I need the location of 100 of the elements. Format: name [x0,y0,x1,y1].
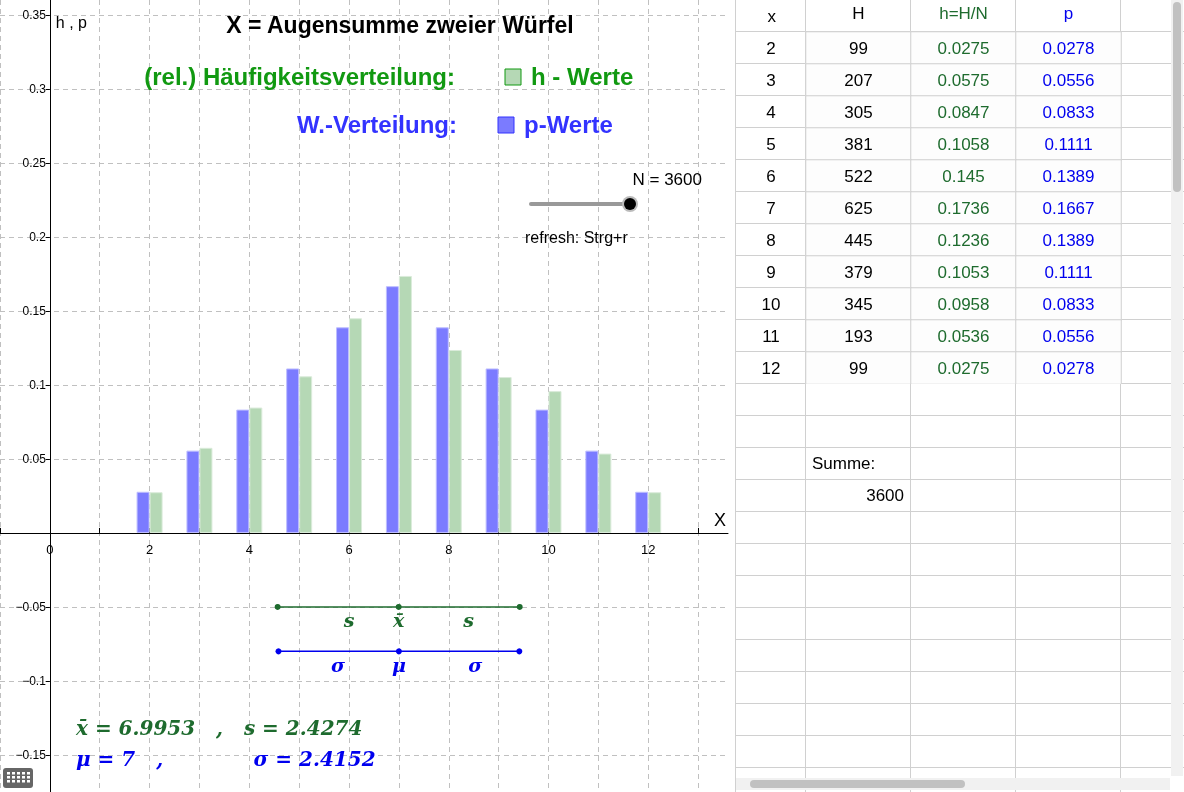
data-label: 0.0556 [1042,70,1095,90]
data-label: 99 [849,38,868,58]
bar [635,491,649,533]
bar [136,491,150,533]
data-label: 0.0275 [937,38,990,58]
data-label: 0.0833 [1042,294,1095,314]
data-label: 0.0278 [1042,38,1095,58]
x-tick-label: h=H/N [939,4,988,23]
data-label: 0.0536 [937,326,990,346]
annotation: σ [468,653,484,676]
y-tick-label: 0.35 [22,7,47,22]
y-tick-label: 3 [766,70,776,90]
annotation: μ = 7 , σ = 2.4152 [76,747,376,771]
y-tick-label: −0.05 [15,599,47,614]
data-label: 0.0275 [937,358,990,378]
y-tick-label: 0.2 [29,229,47,244]
annotation: (rel.) Häufigkeitsverteilung: [144,62,455,90]
bar [149,492,163,533]
data-label: 0.0575 [937,70,990,90]
data-label: 0.1736 [937,198,990,218]
y-tick-label: −0.1 [22,673,47,688]
data-label: 0.1389 [1042,230,1095,250]
x-tick-label: 2 [145,541,154,557]
data-label: 0.0278 [1042,358,1095,378]
data-label: 345 [844,294,873,314]
bar [398,275,412,533]
data-label: 0.145 [942,166,985,186]
bar [249,407,263,533]
y-tick-label: 2 [766,38,776,58]
annotation: x̄ = 6.9953 , s = 2.4274 [75,716,363,740]
bar [186,450,200,533]
bar [598,453,612,533]
data-label: 625 [844,198,873,218]
legend-label: p-Werte [524,110,613,138]
y-tick-label: −0.15 [15,747,47,762]
text: X = Augensumme zweier Würfel [226,11,574,38]
annotation: refresh: Strg+r [525,228,629,246]
data-label: 0.1236 [937,230,990,250]
x-tick-label: 6 [345,541,353,557]
data-label: 379 [844,262,873,282]
annotation: σ [331,653,347,676]
annotation: μ [391,653,406,676]
bar [485,368,499,533]
bar [585,450,599,533]
annotation: W.-Verteilung: [296,110,457,138]
data-label: 0.0556 [1042,326,1095,346]
data-label: 0.0847 [937,102,990,122]
y-tick-label: 0.15 [22,303,47,318]
text: Summe: [806,448,911,480]
data-label: 522 [844,166,873,186]
y-axis-title: x [767,6,777,26]
annotation: x̄ [392,609,406,632]
data-label: 99 [849,358,868,378]
data-label: 0.1053 [937,262,990,282]
data-label: 445 [844,230,873,250]
x-tick-label: 8 [445,541,453,557]
bar [199,447,213,533]
bar [535,409,549,533]
text: 3600 [806,480,911,512]
bar [299,376,313,533]
bar [498,377,512,533]
bar [236,409,250,533]
x-tick-label: 4 [245,541,253,557]
data-label: 207 [844,70,873,90]
x-axis-title: X [714,509,727,530]
y-tick-label: 0.1 [29,377,47,392]
bar [548,391,562,533]
annotation: s [342,609,355,632]
bar [385,286,399,533]
y-tick-label: 0.05 [22,451,47,466]
data-label: 305 [844,102,873,122]
data-label: 0.1058 [937,134,990,154]
bar [286,368,300,533]
bar [349,318,363,533]
annotation: s [462,609,475,632]
x-tick-label: p [1063,4,1074,23]
y-tick-label: 0.25 [22,155,47,170]
data-label: 193 [844,326,873,346]
legend-label: h - Werte [531,62,634,90]
data-label: 0.1111 [1044,262,1093,282]
x-tick-label: H [852,4,865,23]
data-label: 0.0833 [1042,102,1095,122]
y-tick-label: 4 [766,102,776,122]
y-tick-label: 11 [762,326,780,346]
bar [435,327,449,533]
y-tick-label: 12 [761,358,781,378]
y-axis-title: h , p [55,13,88,31]
data-label: 0.1111 [1044,134,1093,154]
y-tick-label: 10 [761,294,781,314]
x-tick-label: 10 [541,541,556,557]
data-label: 0.1667 [1042,198,1095,218]
y-tick-label: 8 [766,230,776,250]
data-label: 0.1389 [1042,166,1095,186]
y-tick-label: 5 [766,134,776,154]
bar [648,492,662,533]
data-label: 381 [844,134,873,154]
x-tick-label: 12 [640,541,656,557]
bar [448,349,462,533]
data-label: 0.0958 [937,294,990,314]
y-tick-label: 9 [766,262,776,282]
